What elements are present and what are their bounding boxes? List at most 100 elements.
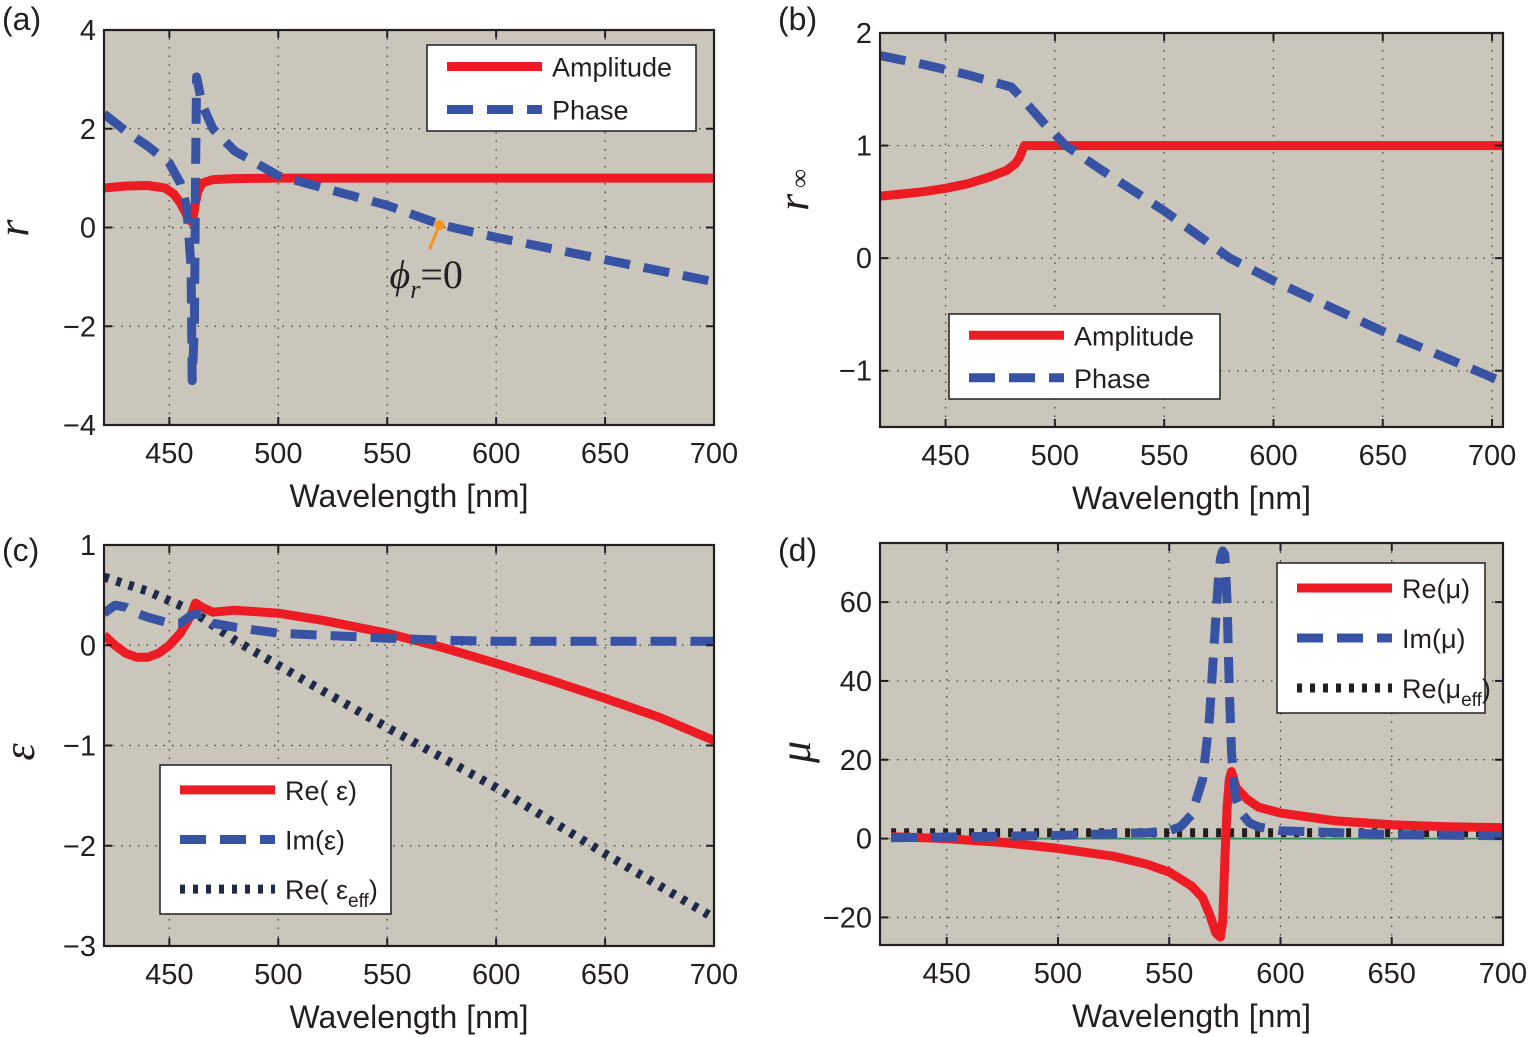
y-tick-label: 1 <box>856 131 872 163</box>
series-solid-line <box>890 767 1503 942</box>
y-tick-label: 0 <box>856 243 872 275</box>
annotation-label: ϕr=0 <box>390 252 463 304</box>
legend-label-main: Re(μ <box>1402 574 1461 604</box>
y-axis-label-main: r <box>769 193 818 211</box>
y-axis-label-group: ε <box>0 743 44 761</box>
legend-label-close: ) <box>1457 624 1466 654</box>
y-axis-label: r <box>0 219 38 237</box>
legend-label-main: Re(μ <box>1402 674 1461 704</box>
y-tick-label: 4 <box>80 15 96 47</box>
x-tick-label: 600 <box>472 959 520 991</box>
legend-label: Im(μ) <box>1402 624 1466 654</box>
legend-label-close: ) <box>1482 674 1491 704</box>
legend-label: Re( ε) <box>285 776 357 806</box>
x-tick-label: 500 <box>1031 440 1079 472</box>
annotation-sub: r <box>410 275 421 304</box>
legend-label-main: Amplitude <box>552 53 672 83</box>
x-tick-label: 600 <box>1256 958 1304 990</box>
legend-label-sub: eff <box>348 891 370 912</box>
y-tick-label: −4 <box>63 410 96 442</box>
series-dashed-line <box>104 600 714 646</box>
x-tick-label: 450 <box>145 438 193 470</box>
legend-label-main: Phase <box>552 96 629 126</box>
x-tick-label: 650 <box>1368 958 1416 990</box>
series-dashed-line <box>880 51 1503 387</box>
legend-label-main: Im(μ <box>1402 624 1457 654</box>
x-axis-label: Wavelength [nm] <box>1072 480 1311 516</box>
x-tick-label: 700 <box>1479 958 1527 990</box>
x-axis-label: Wavelength [nm] <box>290 478 529 514</box>
x-tick-label: 700 <box>690 959 738 991</box>
series-dashed-line <box>104 72 714 386</box>
x-tick-label: 600 <box>1249 440 1297 472</box>
legend-label-main: Re( ε <box>285 776 348 806</box>
x-tick-label: 550 <box>1140 440 1188 472</box>
legend-label-close: ) <box>348 776 357 806</box>
y-axis-label-group: μ <box>771 741 820 764</box>
x-axis-label: Wavelength [nm] <box>1072 998 1311 1034</box>
legend-label: Phase <box>1074 364 1151 394</box>
y-tick-label: −3 <box>63 931 96 963</box>
legend-label: Re(μeff) <box>1402 674 1491 711</box>
axes-frame <box>878 541 1505 947</box>
y-tick-label: 2 <box>80 114 96 146</box>
panel-d: 450 500 550 600 650 700 60 40 20 0 −20 Wavelength [… <box>771 532 1527 1034</box>
legend-box <box>426 44 697 132</box>
legend-label-main: Phase <box>1074 364 1151 394</box>
y-tick-label: 0 <box>856 824 872 856</box>
legend-label: Re(μ) <box>1402 574 1470 604</box>
x-tick-label: 500 <box>1034 958 1082 990</box>
y-tick-label: 0 <box>80 213 96 245</box>
y-axis-label-group: r <box>0 219 38 237</box>
x-axis-label: Wavelength [nm] <box>290 999 529 1035</box>
y-axis-label: r∞ <box>769 169 818 211</box>
y-tick-label: 0 <box>80 630 96 662</box>
y-tick-label: −2 <box>63 831 96 863</box>
legend-box <box>948 313 1221 400</box>
x-tick-label: 550 <box>1145 958 1193 990</box>
annotation-suffix: =0 <box>420 252 463 297</box>
panel-label: (a) <box>2 1 41 37</box>
x-tick-label: 650 <box>581 438 629 470</box>
legend-label: Im(ε) <box>285 826 345 856</box>
y-tick-label: 2 <box>856 18 872 50</box>
x-tick-label: 650 <box>1359 440 1407 472</box>
y-axis-label-main: r <box>0 219 38 237</box>
y-axis-label-group: r∞ <box>769 169 818 211</box>
y-axis-label-sub: ∞ <box>785 169 814 188</box>
panel-label: (c) <box>2 532 39 568</box>
y-axis-label-main: ε <box>0 743 44 761</box>
y-tick-label: −20 <box>823 902 872 934</box>
y-tick-label: 40 <box>840 666 872 698</box>
y-axis-label: μ <box>771 741 820 764</box>
legend-label: Amplitude <box>1074 321 1194 351</box>
x-tick-label: 550 <box>363 438 411 470</box>
y-axis-label-main: μ <box>771 741 820 764</box>
x-tick-label: 450 <box>921 440 969 472</box>
x-tick-label: 450 <box>145 959 193 991</box>
x-tick-label: 500 <box>254 438 302 470</box>
annotation-marker <box>434 220 445 231</box>
series-dashed-line <box>891 546 1503 843</box>
legend-label-main: Im(ε <box>285 826 336 856</box>
panel-label: (d) <box>778 532 817 568</box>
legend-label: Phase <box>552 96 629 126</box>
axes-frame <box>878 31 1505 429</box>
y-tick-label: 1 <box>80 530 96 562</box>
x-tick-label: 500 <box>254 959 302 991</box>
series-solid-line <box>104 598 714 745</box>
panel-b: 450 500 550 600 650 700 2 1 0 −1 Wavelength [nm] (b… <box>769 1 1516 516</box>
panel-c: 450 500 550 600 650 700 1 0 −1 −2 −3 Wavelength [nm… <box>0 530 738 1035</box>
y-axis-label: ε <box>0 743 44 761</box>
legend-label: Amplitude <box>552 53 672 83</box>
y-tick-label: −1 <box>63 731 96 763</box>
y-tick-label: −2 <box>63 311 96 343</box>
legend-label-close: ) <box>369 875 378 905</box>
x-tick-label: 550 <box>363 959 411 991</box>
y-tick-label: −1 <box>839 356 872 388</box>
x-tick-label: 650 <box>581 959 629 991</box>
panel-label: (b) <box>778 1 817 37</box>
legend-label-main: Amplitude <box>1074 321 1194 351</box>
legend-label-close: ) <box>336 826 345 856</box>
